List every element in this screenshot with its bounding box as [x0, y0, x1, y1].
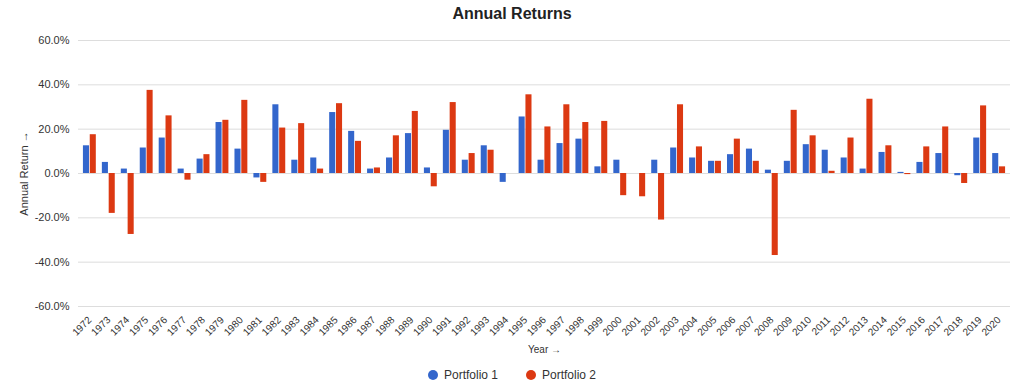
svg-text:1996: 1996: [525, 314, 549, 338]
svg-text:2012: 2012: [828, 314, 852, 338]
svg-text:-20.0%: -20.0%: [35, 211, 70, 223]
svg-text:2010: 2010: [790, 314, 814, 338]
svg-text:1984: 1984: [297, 314, 321, 338]
svg-text:2014: 2014: [866, 314, 890, 338]
svg-text:-60.0%: -60.0%: [35, 300, 70, 312]
svg-text:2009: 2009: [771, 314, 795, 338]
svg-text:2003: 2003: [657, 314, 681, 338]
svg-text:-40.0%: -40.0%: [35, 256, 70, 268]
svg-text:1980: 1980: [222, 314, 246, 338]
svg-text:2020: 2020: [979, 314, 1003, 338]
svg-text:1974: 1974: [108, 314, 132, 338]
svg-text:1973: 1973: [89, 314, 113, 338]
svg-text:1995: 1995: [506, 314, 530, 338]
svg-text:20.0%: 20.0%: [38, 123, 69, 135]
html-text:Portfolio 2: Portfolio 2: [542, 368, 596, 382]
svg-text:1985: 1985: [316, 314, 340, 338]
svg-text:2001: 2001: [619, 314, 643, 338]
svg-text:1994: 1994: [487, 314, 511, 338]
svg-text:1993: 1993: [468, 314, 492, 338]
svg-text:1976: 1976: [146, 314, 170, 338]
svg-text:2004: 2004: [676, 314, 700, 338]
svg-text:1989: 1989: [392, 314, 416, 338]
svg-text:2018: 2018: [941, 314, 965, 338]
svg-text:2017: 2017: [922, 314, 946, 338]
html-text:Annual Returns: Annual Returns: [452, 5, 572, 22]
svg-text:1998: 1998: [563, 314, 587, 338]
svg-text:2011: 2011: [809, 314, 832, 337]
svg-text:2005: 2005: [695, 314, 719, 338]
svg-text:1978: 1978: [184, 314, 208, 338]
svg-text:2016: 2016: [904, 314, 928, 338]
svg-text:1988: 1988: [373, 314, 397, 338]
svg-text:1972: 1972: [70, 314, 94, 338]
svg-text:Annual Return →: Annual Return →: [18, 131, 30, 215]
svg-text:1987: 1987: [354, 314, 378, 338]
svg-text:0.0%: 0.0%: [44, 167, 69, 179]
svg-text:1979: 1979: [203, 314, 227, 338]
svg-text:60.0%: 60.0%: [38, 34, 69, 46]
svg-text:1991: 1991: [430, 314, 454, 338]
svg-text:2019: 2019: [960, 314, 984, 338]
svg-text:2002: 2002: [638, 314, 662, 338]
svg-text:1990: 1990: [411, 314, 435, 338]
svg-text:2015: 2015: [885, 314, 909, 338]
svg-text:1986: 1986: [335, 314, 359, 338]
svg-text:1999: 1999: [581, 314, 605, 338]
svg-text:1982: 1982: [259, 314, 283, 338]
svg-text:2000: 2000: [600, 314, 624, 338]
svg-text:2007: 2007: [733, 314, 757, 338]
svg-text:1981: 1981: [241, 314, 265, 338]
svg-text:Year →: Year →: [528, 344, 561, 355]
svg-text:1997: 1997: [544, 314, 568, 338]
svg-text:1977: 1977: [165, 314, 189, 338]
svg-text:2008: 2008: [752, 314, 776, 338]
svg-text:2013: 2013: [847, 314, 871, 338]
svg-text:1975: 1975: [127, 314, 151, 338]
html-text:Portfolio 1: Portfolio 1: [444, 368, 498, 382]
svg-text:2006: 2006: [714, 314, 738, 338]
svg-text:1992: 1992: [449, 314, 473, 338]
svg-text:1983: 1983: [278, 314, 302, 338]
svg-text:40.0%: 40.0%: [38, 78, 69, 90]
